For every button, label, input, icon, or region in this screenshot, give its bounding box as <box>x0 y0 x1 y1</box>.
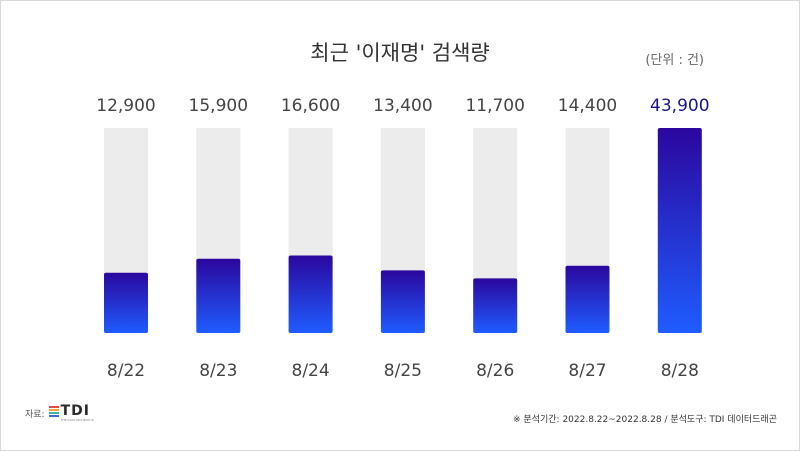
category-label: 8/22 <box>107 361 145 381</box>
value-label: 12,900 <box>96 96 155 116</box>
bars <box>104 128 702 333</box>
value-labels: 12,900 15,900 16,600 13,400 11,700 14,400 43,9… <box>96 96 709 116</box>
value-label: 13,400 <box>373 96 432 116</box>
bar <box>657 128 702 333</box>
bar <box>104 272 148 333</box>
value-label: 43,900 <box>650 96 709 116</box>
value-label: 15,900 <box>189 96 248 116</box>
category-label: 8/25 <box>384 361 422 381</box>
source-credit: 자료: TDI THE DATA INCUBATOR <box>25 404 94 422</box>
logo-text: TDI <box>60 403 90 419</box>
category-label: 8/27 <box>568 361 606 381</box>
category-label: 8/23 <box>199 361 237 381</box>
tdi-logo: TDI THE DATA INCUBATOR <box>48 403 94 422</box>
bar <box>288 255 333 333</box>
unit-label: (단위 : 건) <box>645 53 704 68</box>
logo-stripes-icon <box>48 405 59 417</box>
value-label: 16,600 <box>281 96 340 116</box>
category-label: 8/28 <box>661 361 699 381</box>
bar <box>565 265 610 333</box>
bar <box>473 278 518 333</box>
analysis-footnote: ※ 분석기간: 2022.8.22~2022.8.28 / 분석도구: TDI … <box>513 415 777 425</box>
value-label: 14,400 <box>558 96 617 116</box>
category-labels: 8/22 8/23 8/24 8/25 8/26 8/27 8/28 <box>107 361 699 381</box>
bar <box>196 258 241 333</box>
source-label: 자료: <box>25 409 45 420</box>
category-label: 8/26 <box>476 361 514 381</box>
logo-subtext: THE DATA INCUBATOR <box>60 418 94 422</box>
value-label: 11,700 <box>465 96 524 116</box>
bar <box>380 270 425 333</box>
category-label: 8/24 <box>292 361 330 381</box>
chart-title: 최근 '이재명' 검색량 <box>310 41 490 65</box>
